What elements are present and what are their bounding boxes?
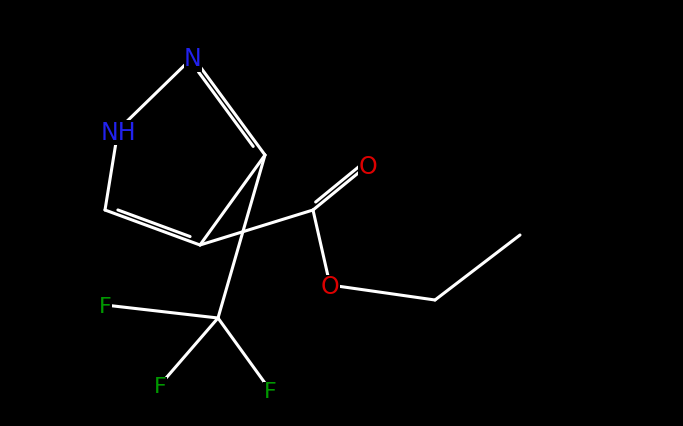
- Text: F: F: [154, 377, 167, 397]
- Text: N: N: [184, 48, 202, 72]
- Text: O: O: [320, 276, 339, 299]
- Text: F: F: [98, 297, 111, 317]
- Text: F: F: [264, 382, 277, 402]
- Text: NH: NH: [100, 121, 136, 144]
- Text: O: O: [359, 155, 378, 179]
